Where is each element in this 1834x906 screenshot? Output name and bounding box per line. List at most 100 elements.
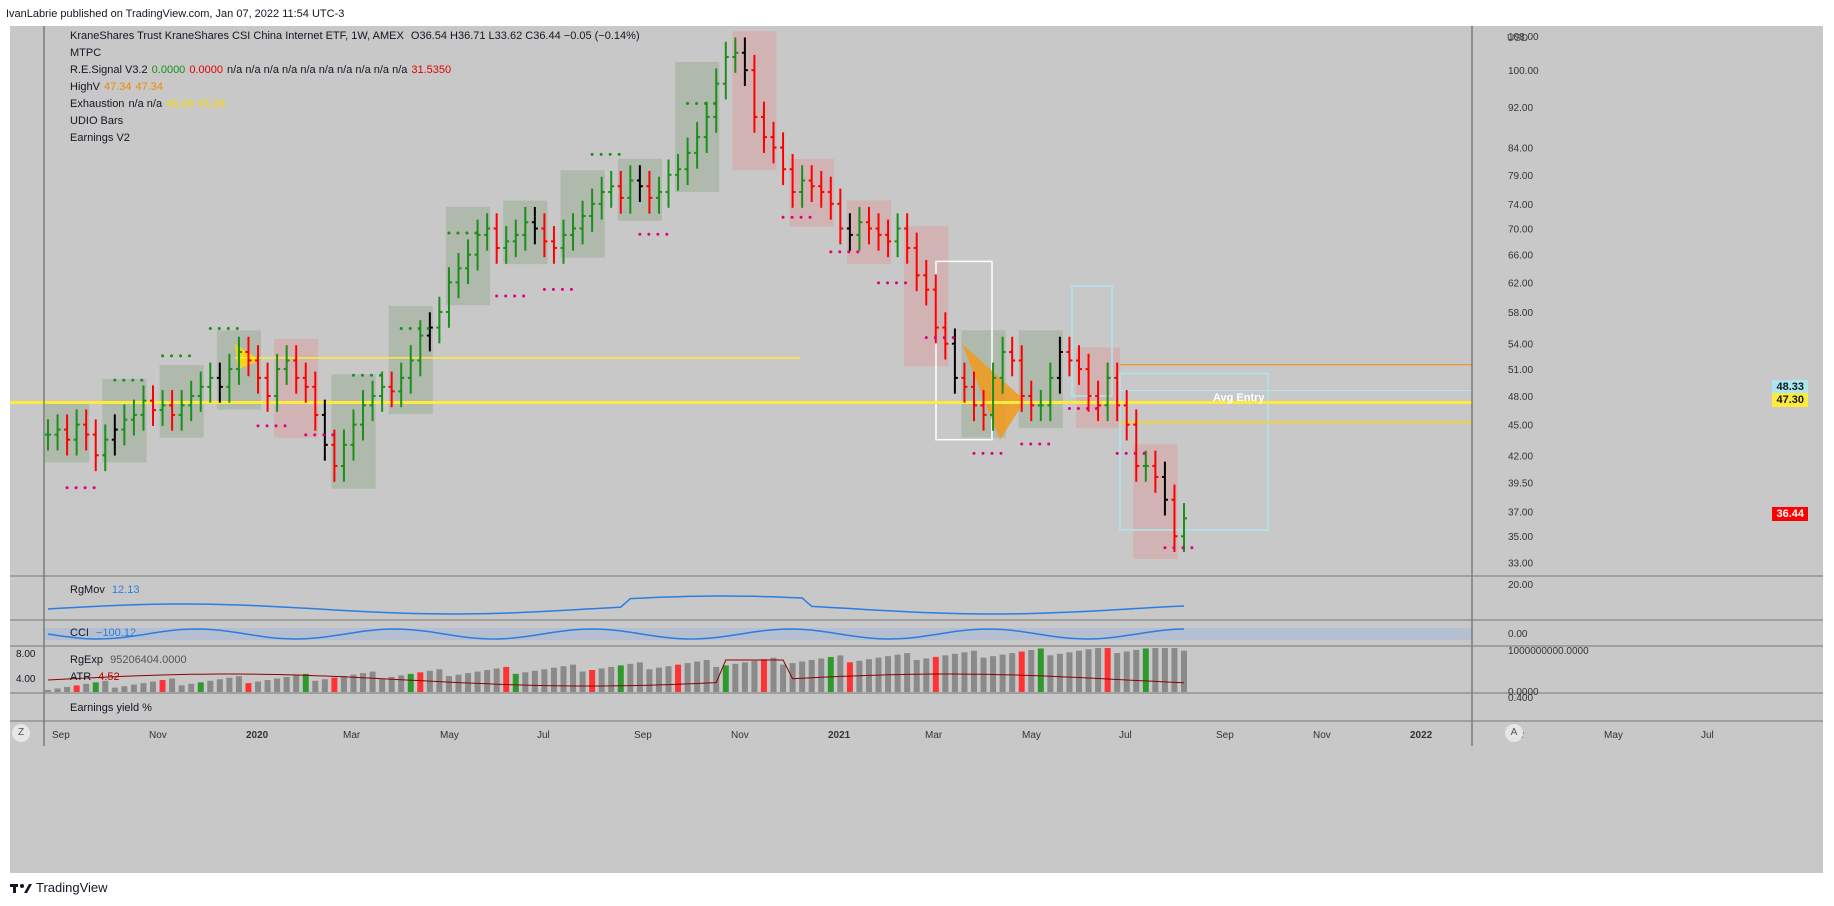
time-tick-label: Sep — [1216, 730, 1234, 741]
cci-value: −100.12 — [96, 627, 137, 639]
signal-dot — [1142, 451, 1146, 455]
signal-dot — [886, 281, 890, 285]
price-tick-label: 84.00 — [1508, 144, 1533, 155]
volume-bar — [1075, 650, 1082, 692]
indicator-value: n/a n/a — [128, 98, 163, 110]
signal-dot — [170, 354, 174, 358]
volume-bar — [923, 658, 930, 692]
volume-bar — [818, 658, 825, 692]
signal-dot — [695, 101, 699, 105]
signal-dot — [113, 378, 117, 382]
auto-scale-button[interactable]: A — [1505, 724, 1523, 742]
cci-band — [44, 628, 1472, 640]
volume-bar — [627, 663, 634, 692]
volume-bar — [150, 681, 157, 692]
signal-dot — [1067, 406, 1071, 410]
indicator-name: HighV — [70, 81, 100, 93]
price-tick-label: 100.00 — [1508, 66, 1539, 77]
upper-level-tag: 48.33 — [1772, 380, 1808, 394]
time-tick-label: Jul — [1701, 730, 1714, 741]
rgexp-left-top: 8.00 — [16, 649, 36, 660]
volume-bar — [445, 676, 452, 692]
last-price-tag: 36.44 — [1772, 507, 1808, 521]
signal-dot — [235, 326, 239, 330]
signal-dot — [990, 451, 994, 455]
signal-dot — [808, 215, 812, 219]
signal-dot — [265, 424, 269, 428]
volume-bar — [904, 653, 911, 692]
signal-dot — [369, 373, 373, 377]
volume-bar — [951, 653, 958, 692]
volume-bar — [73, 685, 80, 692]
rgexp-value: 95206404.0000 — [110, 654, 187, 666]
volume-bar — [1037, 648, 1044, 692]
signal-dot — [981, 451, 985, 455]
volume-bar — [570, 664, 577, 692]
volume-bar — [1018, 651, 1025, 692]
signal-dot — [188, 354, 192, 358]
volume-bar — [885, 656, 892, 692]
volume-bar — [713, 666, 720, 692]
volume-bar — [83, 683, 90, 692]
volume-bar — [522, 672, 529, 692]
signal-dot — [331, 433, 335, 437]
footer-brand: TradingView — [36, 880, 108, 895]
volume-bar — [379, 678, 386, 692]
chart-frame[interactable]: 108.00 100.00 92.00 84.00 79.00 74.00 70.00 66.… — [10, 26, 1823, 873]
atr-legend: ATR 4.52 — [70, 669, 124, 686]
volume-bar — [140, 683, 147, 692]
signal-dot — [686, 101, 690, 105]
volume-bar — [350, 674, 357, 692]
time-tick-label: Sep — [634, 730, 652, 741]
indicator-row: Exhaustion n/a n/a 45.26 45.26 — [70, 96, 455, 113]
tradingview-logo-icon — [10, 882, 32, 894]
volume-bar — [398, 675, 405, 692]
volume-bar — [54, 688, 61, 692]
volume-bar — [636, 662, 643, 692]
chart-canvas[interactable]: 108.00 100.00 92.00 84.00 79.00 74.00 70.00 66.… — [10, 26, 1823, 873]
signal-dot — [1190, 546, 1194, 550]
price-tick-label: 54.00 — [1508, 340, 1533, 351]
indicator-value: 0.0000 — [189, 64, 223, 76]
cyan-range-box — [1071, 285, 1113, 397]
volume-bar — [417, 672, 424, 692]
volume-bar — [111, 687, 118, 692]
signal-dot — [140, 378, 144, 382]
volume-bar — [1104, 648, 1111, 692]
signal-dot — [408, 326, 412, 330]
indicator-row: Earnings V2 — [70, 130, 455, 147]
volume-bar — [360, 673, 367, 692]
earnings-label: Earnings yield % — [70, 702, 152, 714]
volume-bar — [245, 683, 252, 692]
volume-bar — [102, 680, 109, 692]
time-tick-label: Nov — [731, 730, 749, 741]
time-tick-label: 2020 — [246, 730, 269, 741]
volume-bar — [1085, 649, 1092, 692]
signal-dot — [74, 486, 78, 490]
zoom-button[interactable]: Z — [12, 724, 30, 742]
pane-axis-label: 1000000000.0000 — [1508, 646, 1589, 657]
signal-dot — [951, 336, 955, 340]
volume-bar — [856, 660, 863, 692]
indicator-name: Exhaustion — [70, 98, 125, 110]
signal-dot — [877, 281, 881, 285]
rgmov-line — [47, 595, 1185, 615]
volume-bar — [980, 657, 987, 692]
signal-dot — [65, 486, 69, 490]
signal-dot — [895, 281, 899, 285]
time-tick-label: Nov — [149, 730, 167, 741]
footer: TradingView — [10, 880, 108, 895]
volume-bar — [1066, 652, 1073, 692]
price-tick-label: 51.00 — [1508, 365, 1533, 376]
signal-dot — [790, 215, 794, 219]
volume-bar — [121, 686, 128, 692]
atr-value: 4.52 — [98, 671, 120, 683]
volume-bar — [722, 665, 729, 692]
cci-line — [47, 628, 1185, 640]
volume-bar — [407, 673, 414, 692]
signal-dot — [781, 215, 785, 219]
price-tick-label: 79.00 — [1508, 171, 1533, 182]
volume-bar — [1171, 648, 1178, 692]
signal-dot — [217, 326, 221, 330]
volume-bar — [92, 682, 99, 692]
